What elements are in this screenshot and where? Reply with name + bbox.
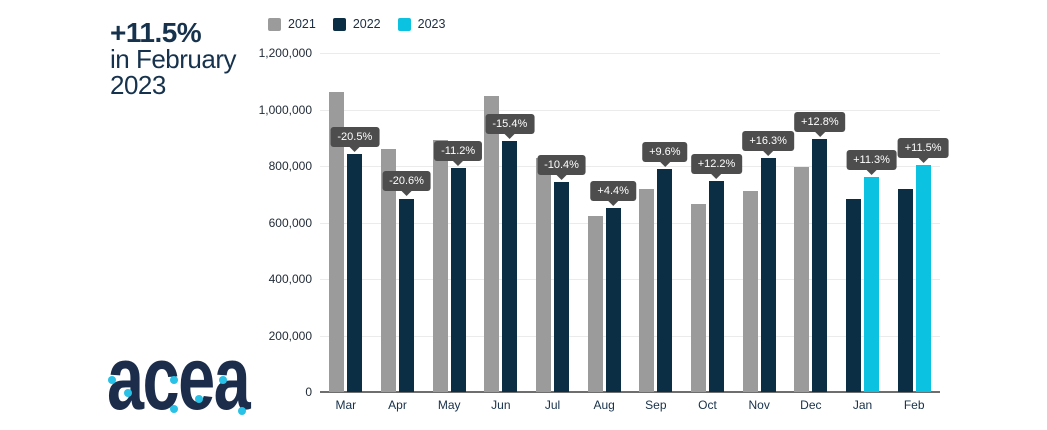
headline-percent: +11.5% [110, 17, 202, 48]
change-label-aug: +4.4% [590, 181, 636, 202]
gridline [320, 53, 940, 54]
bar-2021-sep [639, 188, 655, 392]
x-axis-label-jun: Jun [491, 398, 511, 412]
x-axis-label-jan: Jan [852, 398, 873, 412]
bar-2022-sep [657, 169, 673, 392]
y-axis-tick-label: 800,000 [268, 159, 312, 173]
legend-item-2022: 2022 [332, 17, 381, 31]
headline-line2: in February [110, 44, 237, 74]
bar-2021-mar [329, 92, 345, 392]
logo-dot-icon [170, 405, 178, 413]
bar-2022-dec [812, 138, 828, 392]
gridline [320, 166, 940, 167]
acea-logo-text: acea [107, 329, 251, 429]
bar-2022-jan [846, 199, 861, 392]
legend-item-2021: 2021 [268, 17, 316, 31]
change-label-apr: -20.6% [382, 171, 431, 192]
bar-2021-apr [381, 148, 396, 392]
gridline [320, 222, 940, 224]
acea-logo: acea [107, 334, 258, 424]
bar-2021-jul [536, 158, 551, 392]
x-axis-label-dec: Dec [800, 398, 822, 412]
x-axis-label-may: May [437, 398, 461, 412]
x-axis-label-feb: Feb [903, 398, 925, 412]
bar-2021-jun [484, 95, 500, 392]
bar-2021-oct [691, 204, 706, 392]
y-axis-tick-label: 1,200,000 [258, 46, 312, 60]
change-label-jun: -15.4% [485, 114, 535, 135]
legend-label: 2023 [417, 17, 446, 31]
legend-label: 2021 [288, 17, 316, 31]
x-axis-label-apr: Apr [388, 398, 407, 412]
bar-2021-may [432, 140, 448, 392]
gridline [320, 335, 940, 337]
change-label-mar: -20.5% [330, 126, 380, 147]
x-axis-label-sep: Sep [645, 398, 667, 412]
x-axis-label-mar: Mar [335, 398, 357, 412]
legend-label: 2022 [352, 17, 381, 31]
headline-line3: 2023 [110, 70, 166, 100]
logo-dot-icon [170, 376, 178, 384]
y-axis-tick-label: 600,000 [268, 215, 312, 230]
logo-dot-icon [124, 389, 132, 397]
logo-dot-icon [238, 407, 246, 415]
bar-2022-jun [502, 141, 518, 392]
legend-swatch-icon [332, 17, 346, 31]
y-axis-tick-label: 200,000 [268, 328, 312, 343]
x-axis-label-nov: Nov [748, 398, 770, 412]
x-axis-label-oct: Oct [698, 398, 717, 412]
y-axis-tick-label: 1,000,000 [258, 102, 312, 117]
bar-2022-oct [709, 181, 724, 392]
bar-2021-aug [587, 216, 603, 392]
bar-2022-may [450, 168, 466, 392]
gridline [320, 279, 940, 280]
bar-2023-feb [915, 165, 931, 392]
change-label-feb: +11.5% [897, 138, 949, 159]
bar-2022-jul [554, 182, 569, 392]
change-label-oct: +12.2% [690, 154, 743, 175]
y-axis-tick-label: 400,000 [268, 272, 312, 286]
change-label-nov: +16.3% [742, 130, 794, 151]
bar-2022-feb [897, 188, 913, 392]
legend-swatch-icon [268, 17, 281, 31]
change-label-may: -11.2% [434, 141, 483, 162]
bar-2022-aug [605, 208, 621, 392]
x-axis-line [320, 391, 940, 393]
logo-dot-icon [195, 395, 203, 403]
bar-2022-nov [760, 157, 776, 392]
bar-2023-jan [864, 177, 879, 392]
change-label-jan: +11.3% [846, 150, 897, 171]
bar-2022-apr [399, 198, 414, 392]
change-label-jul: -10.4% [537, 155, 586, 176]
x-axis-label-jul: Jul [544, 398, 561, 412]
bar-2022-mar [347, 153, 363, 392]
change-label-sep: +9.6% [642, 142, 688, 163]
bar-2021-dec [794, 167, 810, 392]
logo-dot-icon [219, 376, 227, 384]
legend-swatch-icon [397, 17, 411, 31]
logo-dot-icon [108, 376, 116, 384]
bar-2021-nov [742, 190, 758, 392]
legend-item-2023: 2023 [397, 17, 446, 31]
x-axis-label-aug: Aug [593, 398, 615, 412]
gridline [320, 109, 940, 111]
change-label-dec: +12.8% [794, 111, 846, 132]
headline: +11.5% in February 2023 [110, 17, 320, 100]
chart-plot-area: 1,200,000 1,000,000 800,000 600,000 400,000 2… [259, 46, 949, 412]
chart-legend: 2021 2022 2023 [268, 17, 445, 31]
y-axis-tick-label: 0 [305, 385, 312, 399]
